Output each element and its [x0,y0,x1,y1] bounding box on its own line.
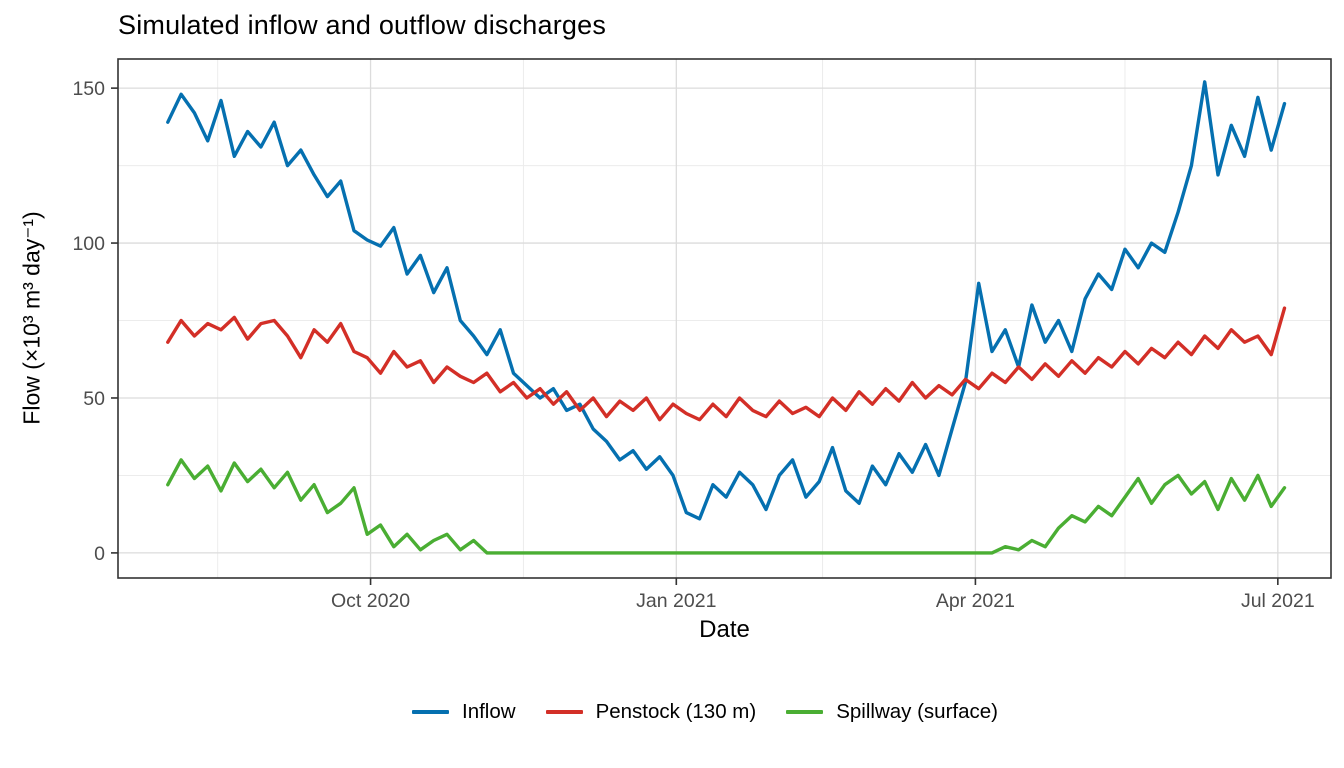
x-tick-label: Jan 2021 [636,590,716,612]
y-tick-label: 50 [83,388,105,410]
legend-label-inflow: Inflow [462,700,516,723]
legend-label-spillway: Spillway (surface) [836,700,998,723]
legend-label-penstock: Penstock (130 m) [595,700,757,723]
x-tick-label: Jul 2021 [1241,590,1315,612]
y-tick-label: 150 [72,78,105,100]
x-tick-label: Oct 2020 [331,590,410,612]
panel-border [117,58,1332,579]
penstock-legend-key-line [545,709,583,715]
plot-panel: Oct 2020 Jan 2021 Apr 2021 Jul 2021 0 50 100 15… [72,58,1332,612]
legend-item-penstock: Penstock (130 m) [545,700,757,724]
x-axis-title: Date [699,616,750,643]
legend: Inflow Penstock (130 m) Spillway (surfac… [0,700,1344,724]
y-tick-label: 100 [72,233,105,255]
inflow-legend-key-line [412,709,449,715]
legend-item-inflow: Inflow [412,700,516,724]
series-line-inflow [166,80,1287,521]
chart-title: Simulated inflow and outflow discharges [118,10,607,40]
legend-item-spillway: Spillway (surface) [786,700,998,724]
y-tick-label: 0 [94,543,105,565]
x-tick-label: Apr 2021 [936,590,1015,612]
series-line-spillway-surface [166,458,1287,555]
series-line-penstock-130-m [166,306,1287,422]
spillway-legend-key-line [786,709,824,715]
y-axis-title: Flow (×10³ m³ day⁻¹) [18,211,45,425]
